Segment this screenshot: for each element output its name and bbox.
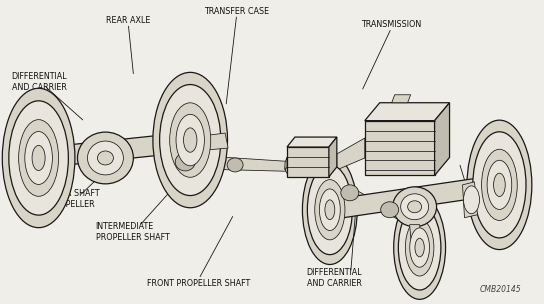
Ellipse shape	[88, 141, 123, 175]
Text: TRANSFER CASE: TRANSFER CASE	[204, 7, 269, 16]
Polygon shape	[329, 137, 337, 177]
Polygon shape	[462, 182, 478, 218]
Ellipse shape	[97, 151, 113, 165]
Ellipse shape	[159, 85, 221, 195]
Ellipse shape	[319, 189, 341, 230]
Polygon shape	[330, 175, 499, 220]
Text: INTERMEDIATE
PROPELLER SHAFT: INTERMEDIATE PROPELLER SHAFT	[96, 222, 169, 242]
Text: TRANSMISSION: TRANSMISSION	[361, 20, 422, 29]
Ellipse shape	[487, 160, 512, 209]
Ellipse shape	[341, 185, 359, 201]
Ellipse shape	[481, 149, 517, 220]
Ellipse shape	[175, 153, 195, 171]
Polygon shape	[185, 133, 228, 152]
Text: DIFFERENTIAL
AND CARRIER: DIFFERENTIAL AND CARRIER	[307, 268, 362, 288]
Ellipse shape	[77, 132, 133, 184]
Text: FRONT AXLE: FRONT AXLE	[470, 193, 520, 202]
Ellipse shape	[381, 202, 399, 218]
Ellipse shape	[473, 132, 526, 238]
Polygon shape	[39, 132, 190, 168]
Text: DIFFERENTIAL
AND CARRIER: DIFFERENTIAL AND CARRIER	[11, 72, 67, 92]
Polygon shape	[310, 167, 413, 225]
Ellipse shape	[2, 88, 75, 228]
Ellipse shape	[405, 219, 434, 276]
Ellipse shape	[176, 114, 205, 166]
Ellipse shape	[394, 196, 446, 299]
Ellipse shape	[467, 120, 532, 250]
Ellipse shape	[307, 165, 353, 255]
Polygon shape	[365, 103, 449, 121]
Polygon shape	[158, 153, 312, 172]
Ellipse shape	[325, 200, 335, 219]
Polygon shape	[285, 157, 287, 170]
Ellipse shape	[32, 145, 45, 171]
Polygon shape	[287, 137, 337, 147]
Ellipse shape	[302, 155, 357, 264]
Ellipse shape	[415, 238, 424, 257]
Polygon shape	[392, 95, 411, 103]
Ellipse shape	[285, 159, 305, 177]
Ellipse shape	[463, 186, 479, 214]
Polygon shape	[365, 121, 435, 175]
Text: REAR AXLE: REAR AXLE	[106, 16, 150, 25]
Ellipse shape	[9, 101, 69, 215]
Ellipse shape	[25, 132, 52, 185]
Ellipse shape	[401, 194, 429, 220]
Ellipse shape	[153, 72, 227, 208]
Polygon shape	[337, 138, 365, 170]
Ellipse shape	[410, 228, 429, 267]
Polygon shape	[410, 225, 422, 247]
Ellipse shape	[393, 187, 437, 227]
Polygon shape	[435, 103, 449, 175]
Ellipse shape	[407, 201, 422, 213]
Ellipse shape	[183, 128, 197, 152]
Ellipse shape	[493, 173, 505, 196]
Ellipse shape	[170, 103, 211, 177]
Ellipse shape	[398, 205, 441, 290]
Text: FRONT PROPELLER SHAFT: FRONT PROPELLER SHAFT	[147, 279, 250, 288]
Ellipse shape	[227, 158, 243, 172]
Ellipse shape	[315, 180, 345, 240]
Text: REAR SHAFT
PROPELLER: REAR SHAFT PROPELLER	[50, 189, 99, 209]
Ellipse shape	[18, 120, 59, 196]
Text: CMB20145: CMB20145	[480, 285, 522, 294]
Polygon shape	[287, 147, 329, 177]
